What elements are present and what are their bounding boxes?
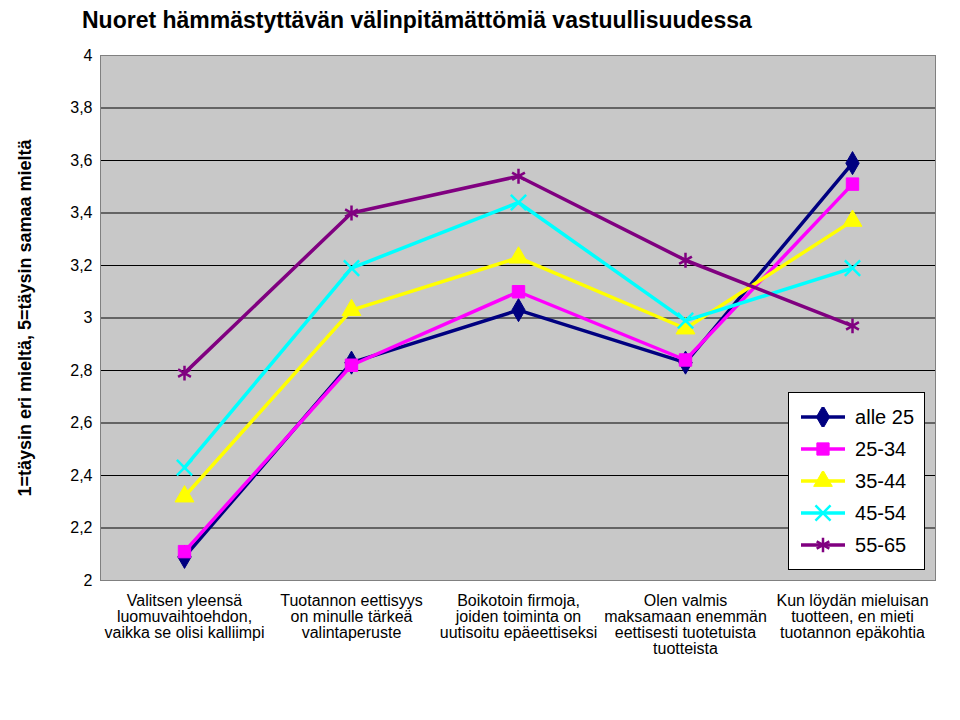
svg-text:Valitsen yleensäluomuvaihtoehd: Valitsen yleensäluomuvaihtoehdon,vaikka … xyxy=(104,592,264,641)
svg-text:2: 2 xyxy=(84,572,93,589)
html-text:Nuoret hämmästyttävän välinpit: Nuoret hämmästyttävän välinpitämättömiä … xyxy=(82,7,752,33)
svg-text:Boikotoin firmoja,joiden toimi: Boikotoin firmoja,joiden toiminta onuuti… xyxy=(440,592,597,641)
svg-text:3: 3 xyxy=(84,309,93,326)
svg-text:2,2: 2,2 xyxy=(70,519,92,536)
svg-text:Kun löydän mieluisantuotteen,: Kun löydän mieluisantuotteen, en mietitu… xyxy=(776,592,928,641)
svg-text:2,8: 2,8 xyxy=(70,362,92,379)
svg-text:3,4: 3,4 xyxy=(70,204,92,221)
svg-text:3,6: 3,6 xyxy=(70,152,92,169)
html-text:alle 25: alle 25 xyxy=(855,405,914,428)
html-text:45-54: 45-54 xyxy=(855,501,907,524)
html-text:25-34: 25-34 xyxy=(855,437,907,460)
svg-text:2,4: 2,4 xyxy=(70,467,92,484)
svg-text:3,2: 3,2 xyxy=(70,257,92,274)
html-text:55-65: 55-65 xyxy=(855,533,907,556)
html-text:35-44: 35-44 xyxy=(855,469,907,492)
svg-text:2,6: 2,6 xyxy=(70,414,92,431)
svg-text:Tuotannon eettisyyson minulle: Tuotannon eettisyyson minulle tärkeävali… xyxy=(280,592,423,641)
svg-text:1=täysin eri mieltä, 5=täysin: 1=täysin eri mieltä, 5=täysin samaa miel… xyxy=(15,138,35,496)
svg-text:3,8: 3,8 xyxy=(70,99,92,116)
svg-text:Olen valmismaksamaan enemmänee: Olen valmismaksamaan enemmäneettisesti t… xyxy=(604,592,767,657)
svg-text:4: 4 xyxy=(84,47,93,64)
